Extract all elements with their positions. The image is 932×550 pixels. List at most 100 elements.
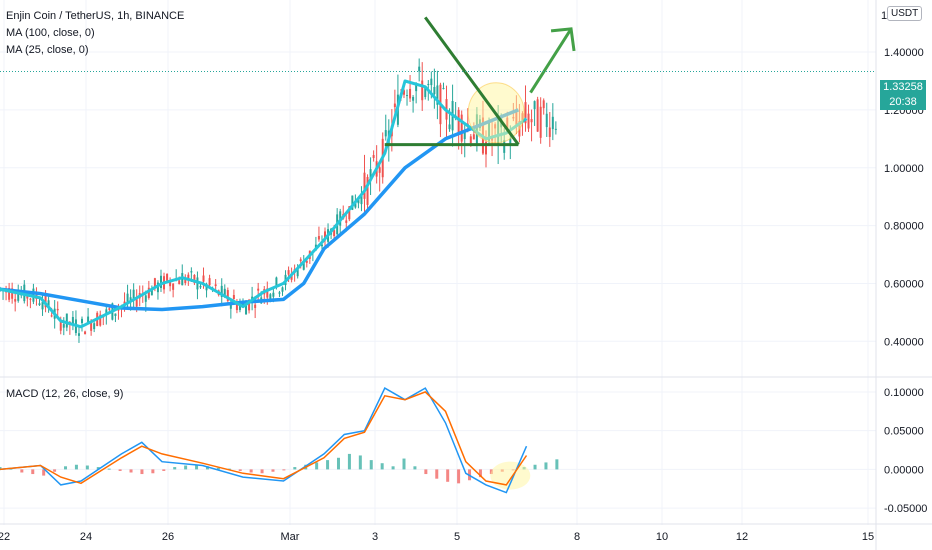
- candle-body: [223, 288, 226, 298]
- candle-body: [90, 321, 93, 331]
- candle-body: [357, 198, 360, 204]
- symbol-title[interactable]: Enjin Coin / TetherUS, 1h, BINANCE: [6, 10, 185, 22]
- candle-body: [406, 95, 409, 97]
- candle-body: [147, 287, 150, 298]
- candle-body: [324, 231, 327, 241]
- candle-body: [159, 275, 162, 288]
- candle-body: [415, 83, 418, 92]
- candle-body: [190, 271, 193, 273]
- macd-histogram-bar: [380, 463, 384, 470]
- macd-histogram-bar: [260, 469, 264, 474]
- macd-highlight-ellipse: [490, 461, 531, 490]
- candle-body: [44, 294, 47, 308]
- candle-body: [287, 270, 290, 275]
- candle-body: [290, 275, 293, 280]
- candle-body: [554, 128, 557, 130]
- candle-body: [427, 83, 430, 85]
- macd-histogram-bar: [195, 464, 199, 470]
- candle-body: [269, 294, 272, 299]
- currency-button[interactable]: USDT: [887, 6, 923, 21]
- candle-body: [14, 299, 17, 302]
- candle-body: [132, 289, 135, 299]
- candle-body: [8, 287, 11, 300]
- candle-body: [178, 280, 181, 285]
- candle-body: [202, 275, 205, 282]
- candle-body: [333, 230, 336, 237]
- x-tick-label: 22: [0, 531, 10, 543]
- macd-legend[interactable]: MACD (12, 26, close, 9): [6, 388, 124, 400]
- trendline: [424, 16, 520, 146]
- candle-body: [433, 86, 436, 95]
- candle-body: [38, 303, 41, 306]
- macd-histogram: [0, 453, 559, 490]
- candle-body: [29, 298, 32, 300]
- macd-histogram-bar: [107, 468, 111, 470]
- candle-body: [169, 281, 172, 287]
- x-tick-label: 10: [656, 531, 668, 543]
- drawing-annotations: [384, 16, 576, 147]
- ma-25-legend[interactable]: MA (25, close, 0): [6, 44, 89, 56]
- candle-body: [41, 301, 44, 310]
- ma-100-line: [0, 108, 520, 312]
- candle-body: [11, 288, 14, 299]
- candle-body: [114, 313, 117, 316]
- candle-body: [214, 284, 217, 287]
- macd-histogram-bar: [151, 469, 155, 474]
- macd-histogram-bar: [435, 469, 439, 479]
- current-price-label: 1.33258: [880, 80, 926, 95]
- macd-histogram-bar: [369, 460, 373, 470]
- candle-body: [281, 287, 284, 292]
- candle-body: [129, 297, 132, 302]
- candle-body: [442, 88, 445, 90]
- candle-body: [457, 109, 460, 134]
- candle-body: [184, 277, 187, 284]
- candle-body: [551, 116, 554, 130]
- candle-body: [99, 314, 102, 326]
- candle-body: [384, 130, 387, 137]
- candle-body: [351, 195, 354, 210]
- macd-histogram-bar: [358, 455, 362, 470]
- candle-body: [463, 131, 466, 140]
- macd-histogram-bar: [74, 464, 78, 470]
- candle-body: [266, 288, 269, 298]
- macd-histogram-bar: [282, 469, 286, 471]
- macd-histogram-bar: [129, 469, 133, 473]
- candle-body: [320, 244, 323, 247]
- macd-histogram-bar: [140, 469, 144, 475]
- candle-body: [302, 262, 305, 270]
- candle-body: [345, 220, 348, 223]
- macd-tick-label: 0.05000: [884, 426, 924, 438]
- candle-body: [539, 106, 542, 138]
- candle-body: [485, 142, 487, 155]
- macd-histogram-bar: [271, 469, 275, 472]
- candle-body: [533, 101, 536, 110]
- candle-body: [226, 290, 229, 302]
- candle-body: [105, 309, 108, 316]
- macd-histogram-bar: [20, 469, 24, 473]
- ma-100-legend[interactable]: MA (100, close, 0): [6, 27, 95, 39]
- candle-body: [245, 304, 248, 315]
- candle-body: [545, 113, 548, 128]
- macd-histogram-bar: [293, 467, 297, 470]
- x-tick-label: 3: [372, 531, 378, 543]
- candle-body: [193, 275, 196, 283]
- macd-histogram-bar: [424, 469, 428, 475]
- candle-body: [524, 102, 527, 124]
- price-tick-label: 0.60000: [884, 278, 924, 290]
- price-tick-label: 0.80000: [884, 221, 924, 233]
- candle-body: [153, 278, 156, 288]
- candle-body: [220, 285, 223, 297]
- macd-histogram-bar: [391, 466, 395, 470]
- candle-body: [187, 274, 190, 280]
- candle-body: [378, 167, 381, 173]
- macd-histogram-bar: [205, 466, 209, 470]
- macd-histogram-bar: [413, 466, 417, 470]
- candle-body: [424, 87, 427, 97]
- candle-body: [372, 155, 375, 159]
- macd-tick-label: 0.10000: [884, 387, 924, 399]
- candle-body: [254, 304, 257, 308]
- price-tick-label: 0.40000: [884, 336, 924, 348]
- candle-body: [509, 138, 512, 145]
- candle-body: [542, 100, 545, 109]
